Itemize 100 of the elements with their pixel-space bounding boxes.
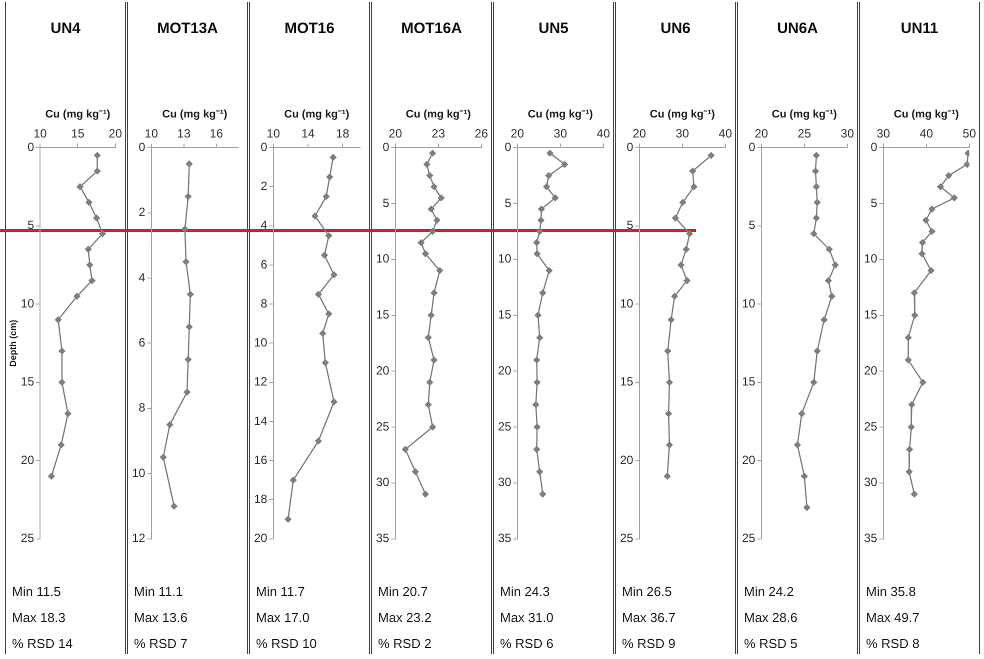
point [538,205,546,213]
y-tick-label: 5 [382,196,390,210]
y-tick-label: 10 [742,296,756,310]
point [430,356,438,364]
point [812,152,820,160]
point [325,310,332,318]
point [58,347,66,355]
point [904,356,912,364]
point [533,239,540,246]
point [438,194,445,202]
y-tick-label: 0 [27,140,34,154]
point [536,468,544,476]
point [184,192,192,200]
point [533,356,540,364]
point [919,378,926,386]
x-tick-label: 26 [474,126,488,141]
point [666,441,674,449]
text: Max 31.0 [500,610,554,625]
point [536,334,544,342]
point [76,183,84,190]
text: Max 13.6 [134,610,188,625]
point [668,316,675,324]
point [422,250,430,258]
x-tick-label: 40 [596,126,610,141]
point [166,421,174,428]
point [800,472,808,480]
point [812,183,820,190]
y-tick-label: 15 [498,308,512,322]
point [160,454,167,461]
point [184,356,192,364]
y-tick-label: 0 [870,140,878,154]
point [54,316,62,324]
x-axis-title: Cu (mg kg⁻¹) [772,108,838,121]
y-tick-label: 10 [254,336,268,350]
point [418,239,425,246]
x-tick-label: 40 [718,126,732,141]
point [424,334,432,342]
point [803,504,811,512]
y-tick-label: 20 [20,452,34,467]
y-tick-label: 10 [20,296,34,310]
text: Min 26.5 [622,584,672,599]
point [534,312,542,319]
point [708,152,715,160]
point [918,250,926,258]
point [84,246,92,253]
point [326,173,334,181]
point [546,266,553,274]
point [183,388,191,396]
point [542,183,550,190]
y-tick-label: 5 [748,218,756,232]
point [824,277,832,284]
point [311,212,319,220]
point [539,490,546,498]
point [429,150,436,157]
y-tick-label: 35 [864,531,878,546]
point [322,192,330,200]
point [534,250,541,258]
point [911,312,918,319]
point [94,167,101,175]
point [426,172,434,180]
y-tick-label: 12 [132,531,146,546]
point [552,194,559,202]
y-tick-label: 0 [382,140,390,154]
y-tick-label: 25 [620,531,634,546]
point [826,246,833,253]
y-tick-label: 20 [254,531,268,546]
x-axis-title: Cu (mg kg⁻¹) [528,108,594,121]
text: Max 17.0 [256,610,310,625]
text: Min 24.3 [500,584,550,599]
point [186,290,194,298]
x-axis-title: Cu (mg kg⁻¹) [284,108,350,121]
point [533,446,540,453]
text: Max 28.6 [744,610,798,625]
point [314,290,322,298]
point [422,490,430,498]
point [664,410,672,418]
point [928,228,936,236]
point [936,183,944,190]
point [666,378,674,386]
y-tick-label: 10 [620,296,634,310]
x-axis-title: Cu (mg kg⁻¹) [894,108,960,121]
chart-title: UN6A [776,20,819,37]
y-tick-label: 15 [864,308,878,322]
text: Min 24.2 [744,584,794,599]
point [950,194,958,202]
y-tick-label: 25 [498,419,512,434]
chart-title: UN5 [537,20,570,37]
x-tick-label: 13 [177,126,191,141]
y-tick-label: 5 [870,196,878,210]
point [92,214,100,222]
y-tick-label: 15 [742,374,756,389]
point [908,401,916,408]
point [561,160,568,168]
point [794,441,802,449]
text: % RSD 9 [622,636,676,651]
x-axis-title: Cu (mg kg⁻¹) [45,108,111,121]
point [810,230,818,238]
text: % RSD 10 [256,636,317,651]
point [814,347,821,355]
point [922,216,930,224]
